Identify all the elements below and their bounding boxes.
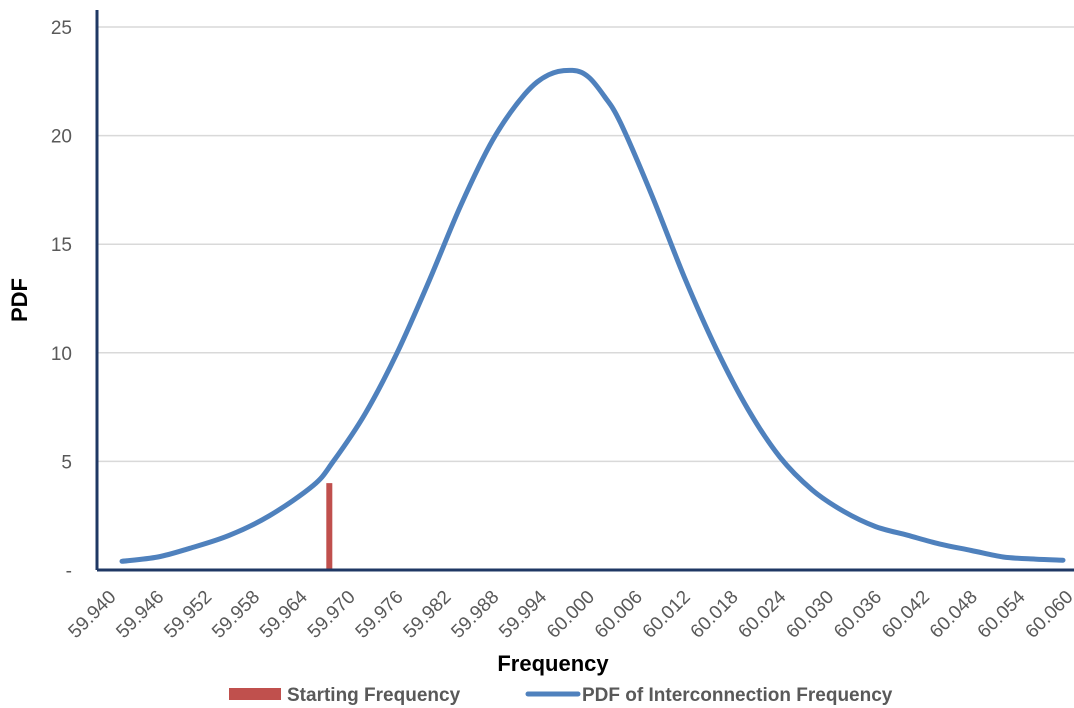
bar-series [326, 483, 333, 570]
x-tick-label: 59.958 [208, 587, 264, 643]
x-tick-label: 60.060 [1022, 587, 1074, 643]
x-tick-label: 59.988 [447, 587, 503, 643]
y-tick-label: 20 [51, 127, 72, 148]
pdf-curve [119, 67, 1066, 564]
legend: Starting Frequency PDF of Interconnection… [229, 685, 893, 706]
x-axis-title: Frequency [497, 651, 609, 676]
y-tick-label: 10 [51, 344, 72, 365]
x-tick-label: 60.012 [639, 587, 695, 643]
x-tick-label: 60.036 [830, 587, 886, 643]
x-axis-ticks: 59.94059.94659.95259.95859.96459.97059.9… [65, 586, 1074, 642]
x-tick-label: 60.042 [878, 587, 934, 643]
x-tick-label: 60.024 [734, 586, 790, 642]
x-tick-label: 59.982 [400, 587, 456, 643]
x-tick-label: 59.940 [65, 587, 121, 643]
x-tick-label: 60.006 [591, 587, 647, 643]
x-tick-label: 59.976 [352, 587, 408, 643]
legend-label-starting-frequency: Starting Frequency [287, 685, 461, 706]
gridlines [97, 26, 1074, 463]
x-tick-label: 60.000 [543, 587, 599, 643]
x-tick-label: 59.946 [112, 587, 168, 643]
y-tick-label: 15 [51, 235, 72, 256]
y-axis-title: PDF [7, 278, 32, 322]
x-tick-label: 60.030 [782, 587, 838, 643]
x-tick-label: 59.964 [256, 586, 312, 642]
y-tick-label: - [66, 561, 72, 582]
legend-label-pdf: PDF of Interconnection Frequency [582, 685, 893, 706]
x-tick-label: 60.018 [687, 587, 743, 643]
y-tick-label: 25 [51, 18, 72, 39]
x-tick-label: 59.952 [160, 587, 216, 643]
x-tick-label: 59.970 [304, 587, 360, 643]
x-tick-label: 60.048 [926, 587, 982, 643]
legend-swatch-starting-frequency [229, 688, 281, 700]
y-axis-ticks: - 5 10 15 20 25 [51, 18, 72, 582]
line-series [119, 67, 1066, 564]
x-tick-label: 59.994 [495, 586, 551, 642]
y-tick-label: 5 [61, 452, 72, 473]
starting-frequency-bar [326, 483, 333, 570]
x-tick-label: 60.054 [974, 586, 1030, 642]
